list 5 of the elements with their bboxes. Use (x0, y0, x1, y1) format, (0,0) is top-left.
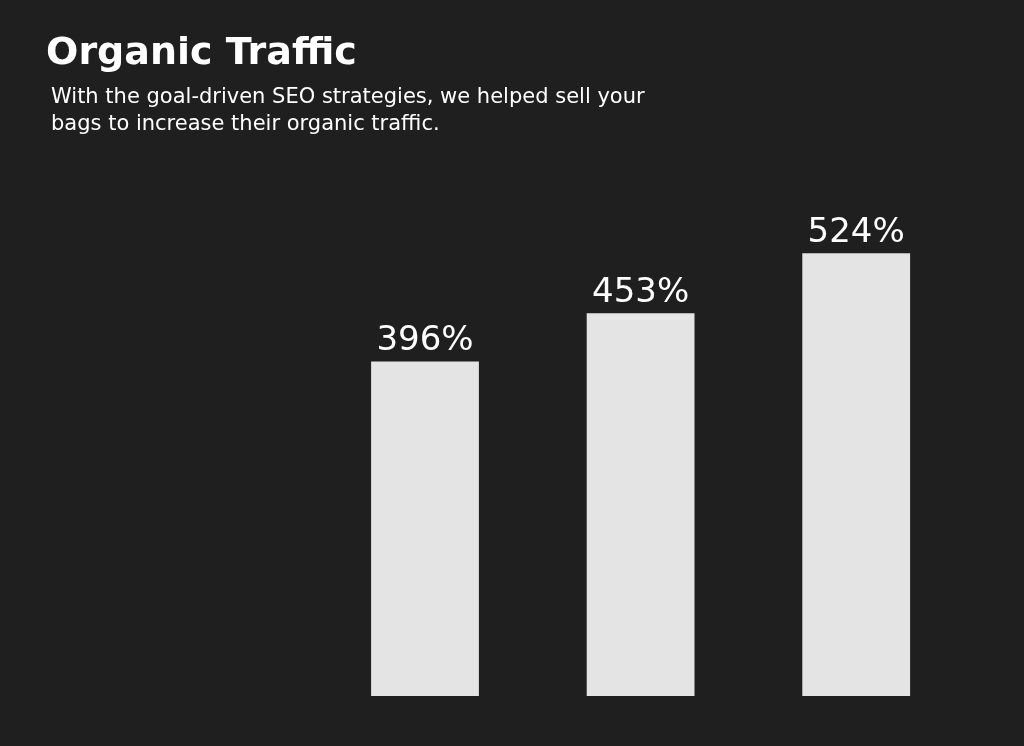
data-label: 396% (376, 318, 474, 359)
chart-subtitle: With the goal-driven SEO strategies, we helped sell your bags to increase their organic traffic. (51, 84, 645, 136)
data-label: 524% (807, 210, 905, 251)
data-label: 453% (592, 270, 690, 311)
chart-title: Organic Traffic (46, 28, 357, 73)
